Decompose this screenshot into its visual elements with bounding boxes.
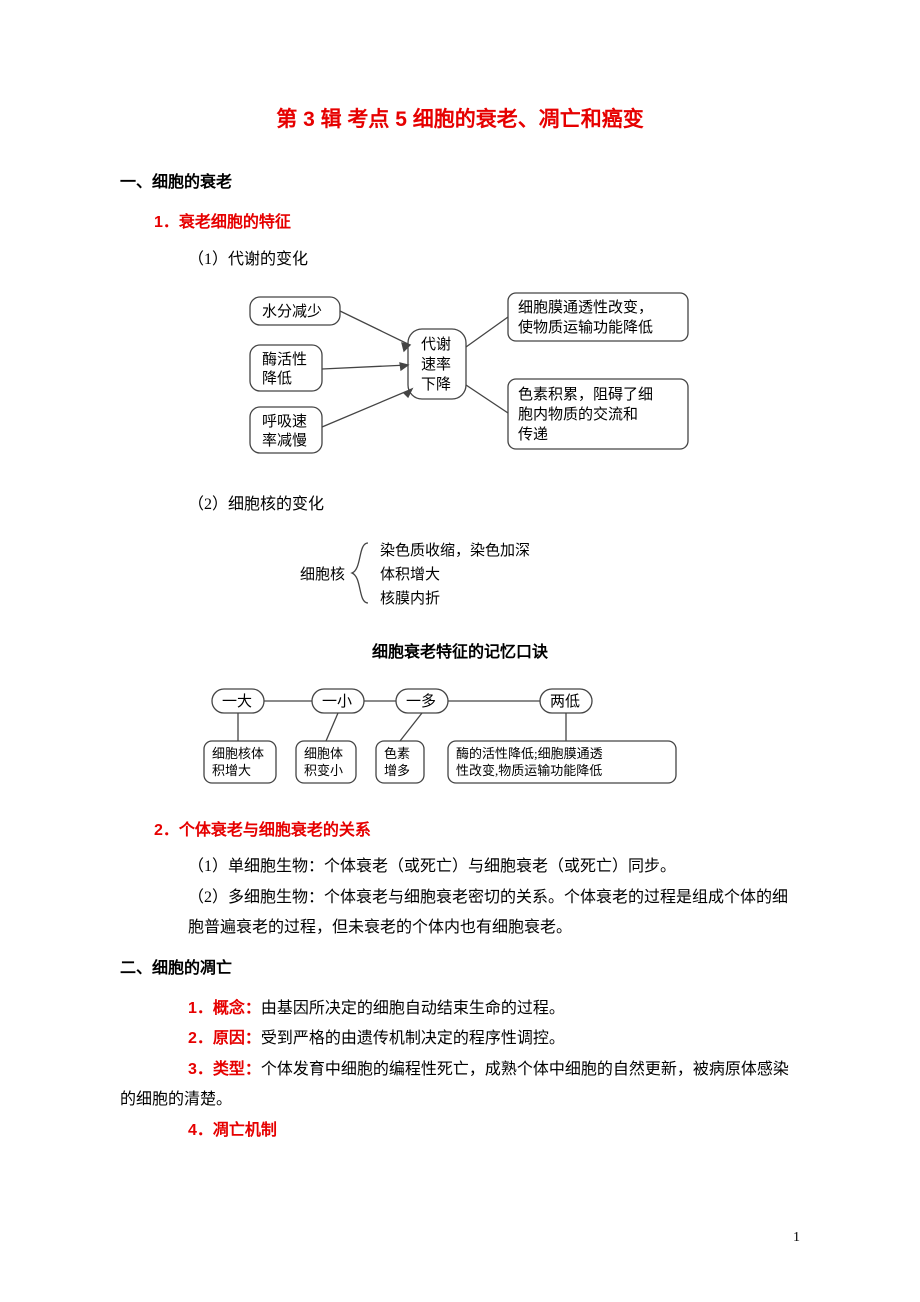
- diag3-bot-c1: 色素: [384, 746, 410, 761]
- section-1-2-p2: （2）多细胞生物：个体衰老与细胞衰老密切的关系。个体衰老的过程是组成个体的细胞普…: [188, 883, 800, 944]
- section-2-item-3: 3．类型：个体发育中细胞的编程性死亡，成熟个体中细胞的自然更新，被病原体感染的细…: [120, 1055, 800, 1116]
- section-2-text-2: 受到严格的由遗传机制决定的程序性调控。: [261, 1030, 565, 1047]
- page-title: 第 3 辑 考点 5 细胞的衰老、凋亡和癌变: [120, 100, 800, 140]
- section-1-1-p2: （2）细胞核的变化: [188, 490, 800, 520]
- section-1-1-p1: （1）代谢的变化: [188, 245, 800, 275]
- diag3-bot-c2: 增多: [384, 763, 410, 778]
- section-1-heading: 一、细胞的衰老: [120, 168, 800, 198]
- section-2-text-1: 由基因所决定的细胞自动结束生命的过程。: [261, 1000, 565, 1017]
- diag3-top-d: 两低: [550, 693, 580, 710]
- diag1-right-b2: 胞内物质的交流和: [518, 405, 638, 423]
- diag2-c: 核膜内折: [380, 590, 440, 607]
- diag3-bot-b1: 细胞体: [304, 746, 343, 761]
- nucleus-diagram: 细胞核 染色质收缩，染色加深 体积增大 核膜内折: [120, 533, 800, 624]
- diag3-top-b: 一小: [322, 693, 352, 710]
- section-2-label-3: 3．类型：: [188, 1061, 261, 1078]
- diag1-left-b2: 降低: [262, 370, 292, 387]
- diag1-left-c1: 呼吸速: [262, 413, 307, 430]
- diag2-a: 染色质收缩，染色加深: [380, 542, 530, 559]
- diag1-center-1: 代谢: [421, 336, 451, 353]
- mnemonic-title: 细胞衰老特征的记忆口诀: [120, 638, 800, 668]
- diag3-bot-a2: 积增大: [212, 763, 251, 778]
- diag3-bot-a1: 细胞核体: [212, 746, 264, 761]
- section-1-1-heading: 1．衰老细胞的特征: [154, 208, 800, 238]
- diag2-b: 体积增大: [380, 566, 440, 583]
- diag1-left-a: 水分减少: [262, 303, 322, 320]
- metabolism-diagram: 水分减少 酶活性 降低 呼吸速 率减慢 代谢 速率 下降 细胞膜通透性改变， 使…: [120, 287, 800, 478]
- diag1-right-b1: 色素积累，阻碍了细: [518, 386, 653, 403]
- section-2-label-1: 1．概念：: [188, 1000, 261, 1017]
- section-1-2-heading: 2．个体衰老与细胞衰老的关系: [154, 816, 800, 846]
- diag2-label: 细胞核: [300, 566, 345, 583]
- section-2-label-4: 4．凋亡机制: [188, 1122, 277, 1139]
- diag3-bot-d1: 酶的活性降低;细胞膜通透: [456, 746, 603, 761]
- section-2-item-4: 4．凋亡机制: [188, 1116, 800, 1146]
- diag1-center-3: 下降: [421, 376, 451, 393]
- diag1-right-a1: 细胞膜通透性改变，: [518, 299, 653, 316]
- diag3-bot-d2: 性改变,物质运输功能降低: [456, 763, 602, 778]
- section-2-item-1: 1．概念：由基因所决定的细胞自动结束生命的过程。: [188, 994, 800, 1024]
- section-2-item-2: 2．原因：受到严格的由遗传机制决定的程序性调控。: [188, 1024, 800, 1054]
- diag3-top-c: 一多: [406, 693, 436, 710]
- mnemonic-diagram: 一大 一小 一多 两低 细胞核体 积增大 细胞体 积变小 色素 增多 酶的活性降…: [120, 683, 800, 804]
- diag3-bot-b2: 积变小: [304, 763, 343, 778]
- section-2-heading: 二、细胞的凋亡: [120, 954, 800, 984]
- diag1-center-2: 速率: [421, 356, 451, 373]
- diag1-right-a2: 使物质运输功能降低: [518, 319, 653, 336]
- page-number: 1: [793, 1225, 800, 1252]
- section-2-label-2: 2．原因：: [188, 1030, 261, 1047]
- diag1-left-c2: 率减慢: [262, 432, 307, 449]
- diag1-right-b3: 传递: [518, 426, 548, 443]
- section-1-2-p1: （1）单细胞生物：个体衰老（或死亡）与细胞衰老（或死亡）同步。: [188, 852, 800, 882]
- diag1-left-b1: 酶活性: [262, 351, 307, 368]
- diag3-top-a: 一大: [222, 693, 252, 710]
